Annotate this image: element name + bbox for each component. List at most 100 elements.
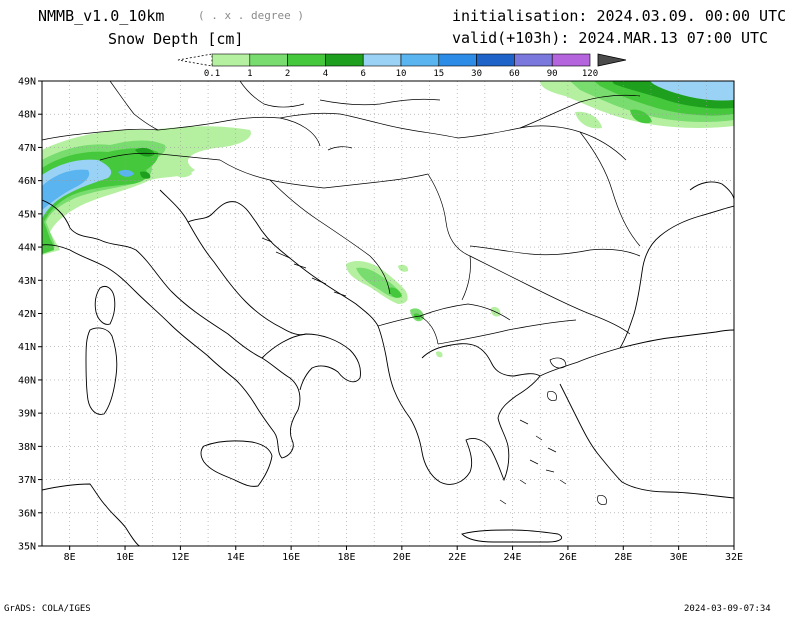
alps-snow-patch bbox=[170, 166, 192, 178]
lesbos-coast bbox=[549, 357, 567, 369]
colorbar-box bbox=[325, 53, 364, 67]
grads-credit: GrADS: COLA/IGES bbox=[4, 604, 91, 614]
colorbar-level-label: 0.1 bbox=[204, 69, 220, 79]
macedonia-border bbox=[419, 303, 511, 321]
lon-label: 16E bbox=[282, 552, 300, 563]
lon-label: 18E bbox=[337, 552, 355, 563]
bosnia-border bbox=[269, 179, 391, 295]
sardinia-coast bbox=[85, 327, 118, 415]
colorbar-box bbox=[551, 53, 591, 67]
adriatic-italian-coast bbox=[159, 189, 307, 336]
aegean-islands bbox=[499, 419, 567, 505]
lat-label: 37N bbox=[18, 475, 36, 486]
serbia-border bbox=[427, 173, 471, 301]
colorbar-level-label: 15 bbox=[433, 69, 444, 79]
field-title: Snow Depth [cm] bbox=[108, 30, 244, 48]
lon-label: 28E bbox=[614, 552, 632, 563]
lat-label: 41N bbox=[18, 342, 36, 353]
lat-lon-grid bbox=[42, 81, 734, 546]
czech-border bbox=[239, 81, 305, 108]
hungary-south-border bbox=[323, 173, 429, 189]
initialisation-time: initialisation: 2024.03.09. 00:00 UTC bbox=[452, 7, 787, 25]
lon-label: 8E bbox=[64, 552, 76, 563]
colorbar-box bbox=[362, 53, 402, 67]
lon-label: 26E bbox=[559, 552, 577, 563]
colorbar-box bbox=[514, 53, 553, 67]
alps-snow-dark2 bbox=[135, 147, 155, 179]
render-timestamp: 2024-03-09-07:34 bbox=[684, 604, 771, 614]
alps-snow-deep2 bbox=[118, 169, 134, 177]
lat-label: 46N bbox=[18, 176, 36, 187]
dalmatian-islands bbox=[261, 237, 347, 297]
italy-heel bbox=[261, 333, 361, 391]
montenegro-albania-border bbox=[377, 315, 439, 345]
colorbar-level-label: 1 bbox=[247, 69, 252, 79]
lake-balaton bbox=[327, 146, 353, 151]
lat-label: 49N bbox=[18, 77, 36, 88]
alps-snow-deep bbox=[42, 169, 90, 210]
crete-coast bbox=[461, 529, 562, 543]
greece-bulgaria-border bbox=[437, 319, 577, 345]
colorbar-level-label: 2 bbox=[285, 69, 290, 79]
lat-label: 47N bbox=[18, 143, 36, 154]
colorbar-box bbox=[211, 53, 251, 67]
turkey-aegean-coast bbox=[559, 383, 734, 499]
coastlines-and-borders bbox=[42, 81, 734, 546]
hungary-border bbox=[279, 112, 459, 139]
ne-snow-blue bbox=[650, 81, 734, 101]
lat-label: 42N bbox=[18, 309, 36, 320]
romania-border bbox=[457, 125, 627, 161]
lat-label: 44N bbox=[18, 243, 36, 254]
greece-coast bbox=[409, 343, 541, 485]
chios-coast bbox=[547, 391, 557, 401]
africa-coast bbox=[42, 483, 141, 546]
lat-label: 45N bbox=[18, 209, 36, 220]
lon-label: 22E bbox=[448, 552, 466, 563]
ne-snow-light-patch bbox=[575, 111, 602, 129]
balkan-snow-dark bbox=[388, 287, 402, 298]
lon-label: 10E bbox=[116, 552, 134, 563]
valid-time: valid(+103h): 2024.MAR.13 07:00 UTC bbox=[452, 29, 769, 47]
lon-label: 30E bbox=[670, 552, 688, 563]
colorbar-box bbox=[400, 53, 440, 67]
lat-label: 40N bbox=[18, 375, 36, 386]
colorbar-level-label: 90 bbox=[547, 69, 558, 79]
lon-label: 14E bbox=[227, 552, 245, 563]
lat-label: 48N bbox=[18, 110, 36, 121]
lon-label: 32E bbox=[725, 552, 743, 563]
colorbar-high-arrow bbox=[597, 53, 627, 67]
germany-border bbox=[109, 81, 159, 131]
balkan-adriatic-coast bbox=[187, 201, 411, 419]
moldova-ukraine-border bbox=[579, 131, 641, 247]
lat-label: 36N bbox=[18, 508, 36, 519]
lat-label: 35N bbox=[18, 542, 36, 553]
colorbar-level-label: 4 bbox=[323, 69, 328, 79]
austria-italy-border bbox=[99, 152, 221, 161]
france-switzerland-border bbox=[42, 128, 159, 141]
ne-snow-dark-patch bbox=[630, 109, 652, 124]
colorbar-level-label: 10 bbox=[396, 69, 407, 79]
colorbar-level-label: 30 bbox=[471, 69, 482, 79]
colorbar-box bbox=[249, 53, 288, 67]
colorbar-box bbox=[476, 53, 515, 67]
lat-label: 39N bbox=[18, 409, 36, 420]
rhodes-coast bbox=[597, 495, 607, 505]
turkey-coast bbox=[539, 329, 734, 377]
lon-label: 12E bbox=[171, 552, 189, 563]
bulgaria-border bbox=[469, 255, 631, 335]
colorbar-box bbox=[438, 53, 477, 67]
austria-border bbox=[157, 116, 321, 147]
lat-label: 43N bbox=[18, 276, 36, 287]
sicily-coast bbox=[200, 440, 273, 487]
colorbar: 0.1 1 2 4 6 10 15 30 60 90 120 bbox=[177, 53, 627, 79]
crimea-coast bbox=[689, 181, 734, 201]
slovakia-border bbox=[319, 98, 441, 106]
colorbar-boxes bbox=[211, 53, 591, 67]
italy-coast bbox=[42, 199, 301, 459]
colorbar-labels: 0.1 1 2 4 6 10 15 30 60 90 120 bbox=[204, 69, 598, 79]
balkan-snow-spot1 bbox=[398, 264, 409, 272]
corsica-coast bbox=[94, 285, 116, 325]
snow-fields bbox=[42, 81, 734, 358]
colorbar-level-label: 6 bbox=[360, 69, 365, 79]
